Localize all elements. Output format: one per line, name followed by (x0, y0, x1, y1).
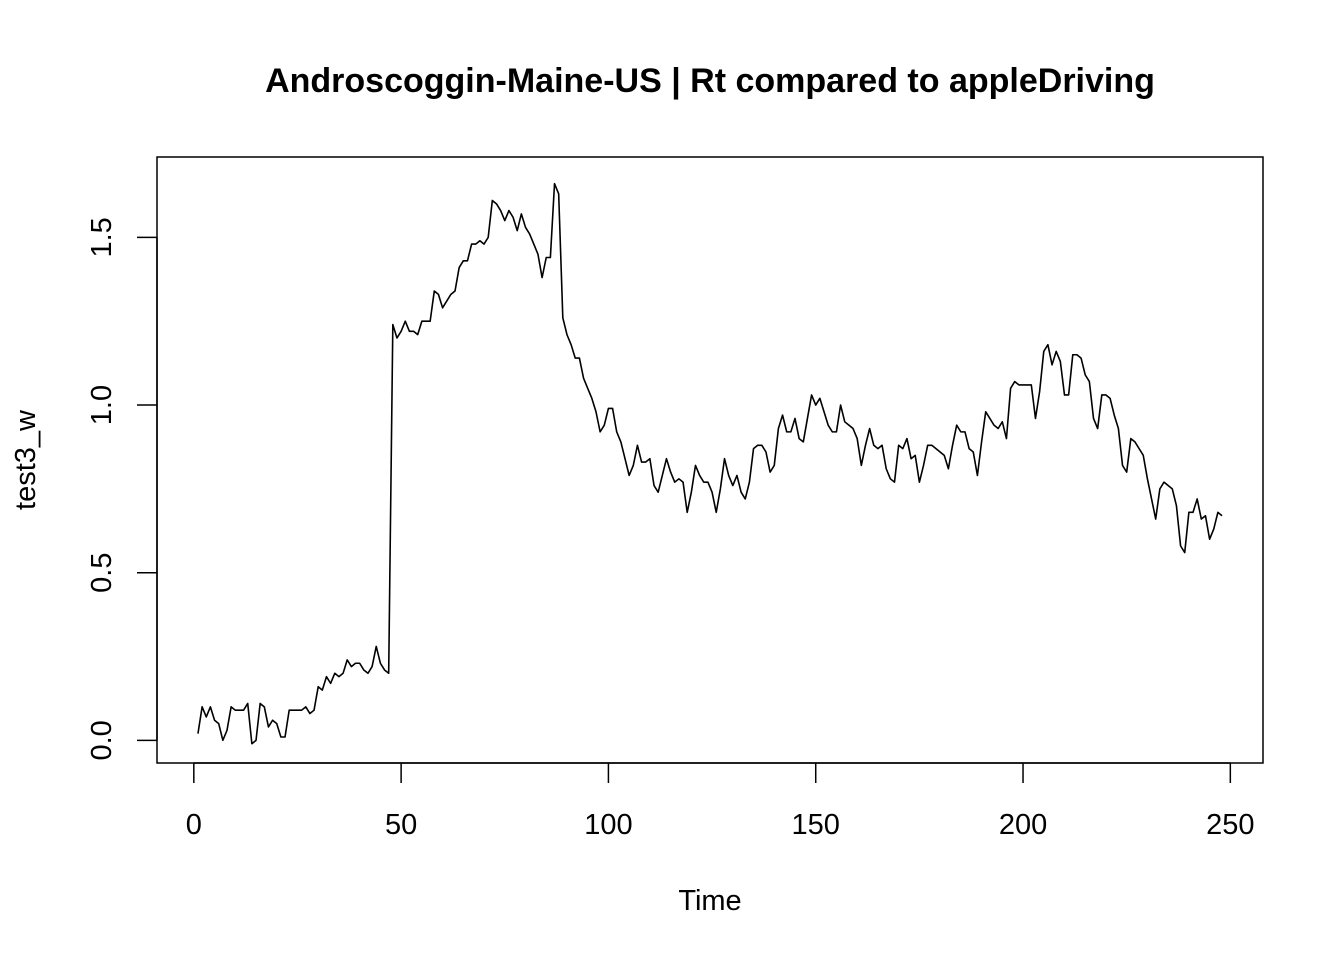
y-axis: 0.0 0.5 1.0 1.5 (86, 217, 158, 761)
chart-title: Androscoggin-Maine-US | Rt compared to a… (265, 62, 1155, 100)
y-tick-label: 1.0 (86, 385, 118, 425)
x-tick-label: 200 (999, 809, 1047, 841)
y-tick-label: 1.5 (86, 217, 118, 257)
y-axis-label: test3_w (10, 409, 42, 510)
series-line (197, 182, 1223, 745)
x-tick-label: 0 (186, 809, 202, 841)
x-axis-label: Time (678, 885, 741, 917)
x-tick-label: 50 (385, 809, 417, 841)
x-tick-label: 150 (792, 809, 840, 841)
x-tick-label: 250 (1206, 809, 1254, 841)
y-tick-label: 0.0 (86, 720, 118, 760)
x-tick-label: 100 (584, 809, 632, 841)
x-axis: 0 50 100 150 200 250 (186, 762, 1255, 841)
y-tick-label: 0.5 (86, 553, 118, 593)
